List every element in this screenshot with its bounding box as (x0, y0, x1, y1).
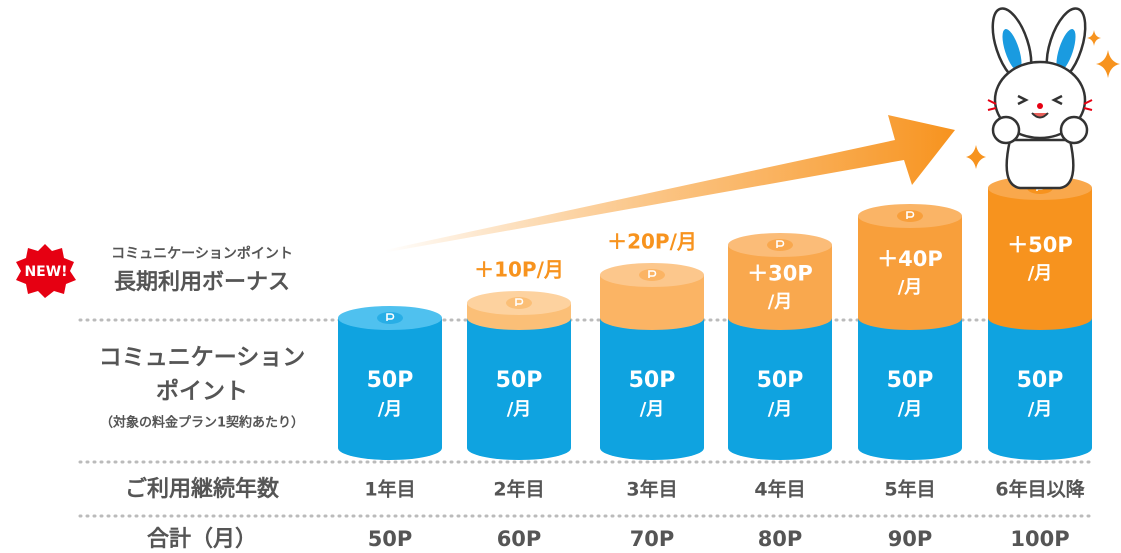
base-points: 50P (629, 368, 676, 393)
total-label: 合計（月） (147, 526, 257, 552)
base-unit: /月 (898, 399, 923, 420)
cylinder: 50P/月 ＋30P/月 (728, 233, 832, 460)
base-points: 50P (887, 368, 934, 393)
year: 3年目 (626, 478, 677, 501)
total: 70P (630, 527, 675, 551)
bonus-unit: /月 (768, 292, 793, 313)
bonus-points: ＋40P (877, 247, 943, 271)
bonus-points: ＋50P (1007, 233, 1073, 257)
base-points: 50P (1017, 368, 1064, 393)
base-unit: /月 (1028, 399, 1053, 420)
bonus-label: 長期利用ボーナス (114, 270, 290, 295)
total: 60P (497, 527, 542, 551)
bonus-points: ＋20P/月 (607, 230, 697, 254)
year: 6年目以降 (995, 478, 1085, 501)
base-label: コミュニケーション (99, 345, 306, 371)
base-unit: /月 (507, 399, 532, 420)
total: 80P (758, 527, 803, 551)
base-note: （対象の料金プラン1契約あたり） (100, 415, 304, 431)
cylinder: 50P/月 ＋20P/月 (600, 230, 704, 461)
cylinder: 50P/月 ＋10P/月 (467, 258, 571, 461)
bonus-infographic: NEW! コミュニケーションポイント 長期利用ボーナス コミュニケーション ポイ… (0, 0, 1121, 553)
total: 50P (368, 527, 413, 551)
bonus-unit: /月 (1028, 263, 1053, 284)
bonus-points: ＋10P/月 (474, 258, 564, 282)
new-badge-text: NEW! (24, 264, 67, 280)
cylinder: 50P/月 ＋40P/月 (858, 204, 962, 460)
base-points: 50P (757, 368, 804, 393)
total: 100P (1010, 527, 1069, 551)
year: 1年目 (364, 478, 415, 501)
base-unit: /月 (768, 399, 793, 420)
total: 90P (888, 527, 933, 551)
rabbit-mascot (985, 4, 1093, 188)
base-points: 50P (496, 368, 543, 393)
cylinder: 50P/月 ＋50P/月 (988, 176, 1092, 460)
year: 5年目 (884, 478, 935, 501)
bonus-points: ＋30P (747, 262, 813, 286)
base-unit: /月 (378, 399, 403, 420)
bonus-unit: /月 (898, 277, 923, 298)
base-label: ポイント (156, 378, 248, 405)
years-label: ご利用継続年数 (125, 476, 280, 502)
base-unit: /月 (640, 399, 665, 420)
cylinder: 50P/月 (338, 306, 442, 460)
year: 4年目 (754, 478, 805, 501)
year: 2年目 (493, 478, 544, 501)
base-points: 50P (367, 368, 414, 393)
bonus-label: コミュニケーションポイント (111, 245, 293, 262)
